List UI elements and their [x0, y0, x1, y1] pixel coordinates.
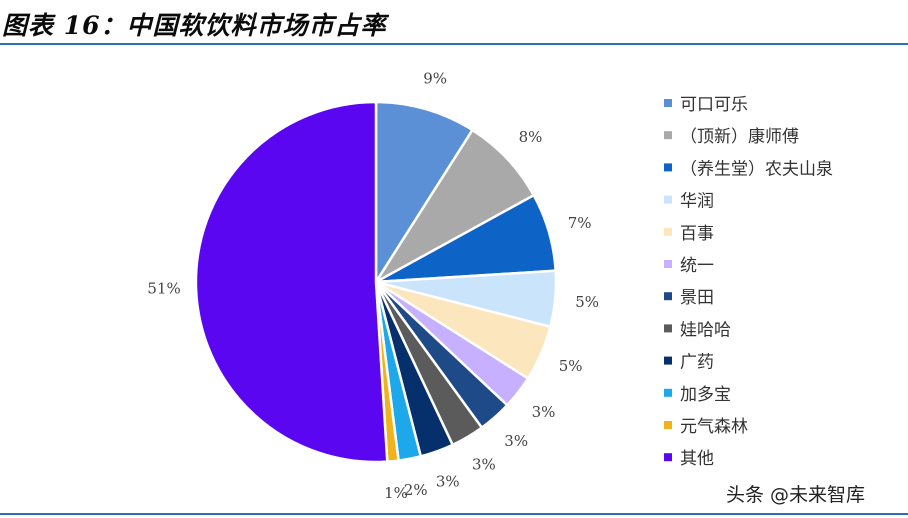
- watermark: 头条 @未来智库: [726, 484, 866, 506]
- legend-swatch: [664, 227, 672, 236]
- pie-chart: 9%8%7%5%5%3%3%3%3%2%1%51%可口可乐（顶新）康师傅（养生堂…: [147, 69, 833, 502]
- legend-label: 统一: [680, 256, 714, 276]
- footer-divider: [0, 513, 908, 515]
- pie-slice: [194, 100, 389, 464]
- slice-data-label: 7%: [568, 214, 592, 232]
- slice-data-label: 8%: [519, 128, 543, 146]
- slice-data-label: 3%: [436, 473, 460, 491]
- slice-data-label: 51%: [147, 280, 180, 298]
- pie-slice: [374, 100, 475, 287]
- legend-swatch: [664, 388, 672, 397]
- legend-label: （顶新）康师傅: [680, 127, 799, 147]
- legend-label: 元气森林: [680, 417, 748, 437]
- legend-label: （养生堂）农夫山泉: [680, 159, 833, 179]
- legend-swatch: [664, 324, 672, 333]
- legend-label: 百事: [680, 224, 714, 244]
- legend-label: 可口可乐: [680, 95, 748, 115]
- legend-label: 娃哈哈: [680, 320, 731, 340]
- legend-swatch: [664, 99, 672, 107]
- header-divider: [0, 43, 908, 45]
- slice-data-label: 3%: [532, 403, 556, 421]
- chart-title: 图表 16：中国软饮料市场市占率: [2, 11, 387, 40]
- slice-data-label: 5%: [559, 357, 583, 375]
- slice-data-label: 9%: [423, 69, 447, 87]
- legend-label: 华润: [680, 192, 714, 212]
- slice-data-label: 3%: [504, 432, 528, 450]
- pie-slice: [374, 128, 536, 284]
- legend-swatch: [664, 163, 672, 172]
- legend-label: 景田: [680, 288, 714, 308]
- chart-header: 图表 16：中国软饮料市场市占率: [0, 0, 908, 45]
- legend-label: 其他: [680, 449, 714, 469]
- legend-swatch: [664, 292, 672, 301]
- legend-label: 广药: [680, 353, 714, 373]
- legend-swatch: [664, 195, 672, 204]
- legend-swatch: [664, 453, 672, 462]
- slice-data-label: 3%: [472, 456, 496, 474]
- legend-swatch: [664, 356, 672, 365]
- legend-swatch: [664, 260, 672, 268]
- legend-swatch: [664, 421, 672, 429]
- legend-swatch: [664, 131, 672, 140]
- slice-data-label: 1%: [384, 484, 408, 502]
- slice-data-label: 5%: [575, 293, 599, 311]
- slice-data-label: 2%: [404, 481, 428, 499]
- legend-label: 加多宝: [680, 385, 731, 405]
